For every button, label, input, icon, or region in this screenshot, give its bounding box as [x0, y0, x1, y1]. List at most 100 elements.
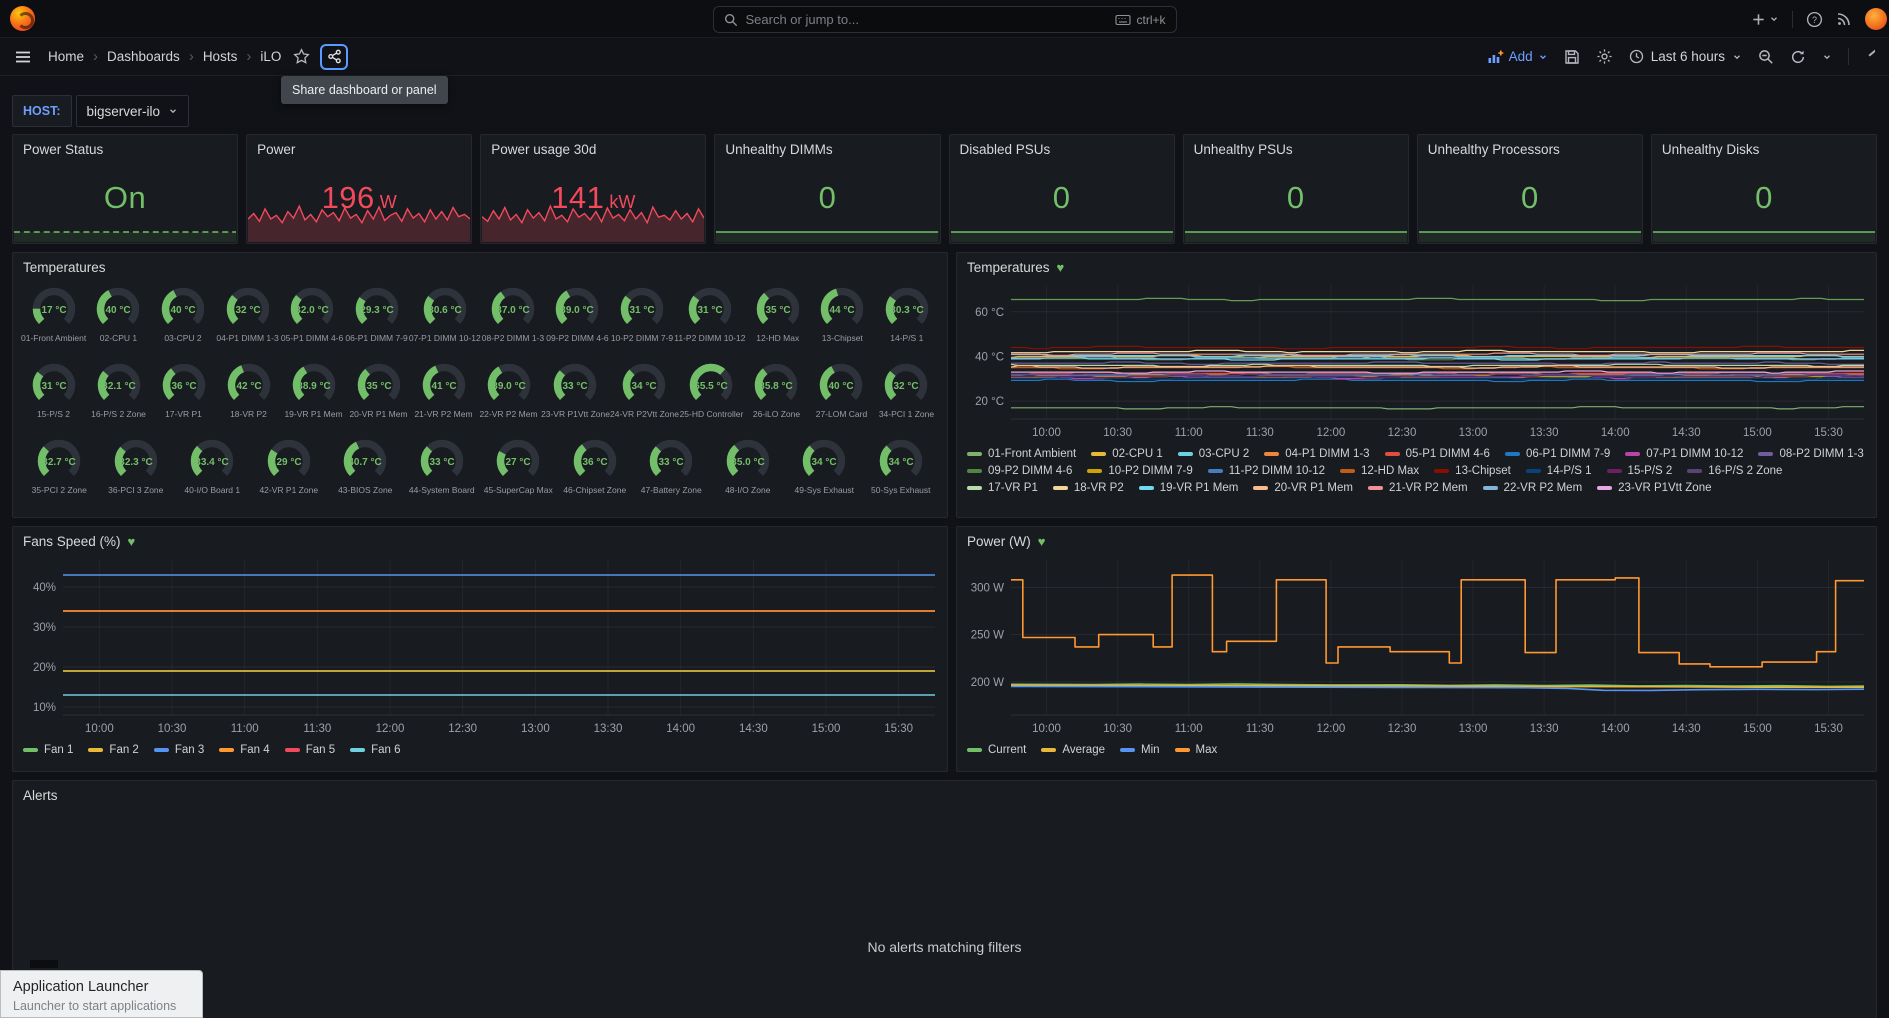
svg-text:40%: 40%: [33, 582, 56, 594]
legend-item[interactable]: Current: [967, 744, 1026, 756]
gauge-label: 08-P2 DIMM 1-3: [481, 333, 545, 343]
dashboard-settings-button[interactable]: [1596, 48, 1613, 65]
grafana-logo[interactable]: [10, 6, 35, 31]
svg-text:15:00: 15:00: [1743, 723, 1772, 735]
breadcrumb-separator: ›: [93, 48, 99, 65]
svg-text:30.3 °C: 30.3 °C: [890, 305, 923, 316]
gauge-label: 23-VR P1Vtt Zone: [541, 409, 610, 419]
panel-header[interactable]: Power: [257, 142, 296, 157]
panel-header[interactable]: Alerts: [23, 788, 58, 803]
fans-chart[interactable]: 10:00 10:30 11:00 11:30 12:00 12:30 13:00 13:30…: [21, 551, 939, 737]
legend-item[interactable]: 10-P2 DIMM 7-9: [1087, 465, 1193, 477]
legend-item[interactable]: 15-P/S 2: [1606, 465, 1672, 477]
legend-color-mark: [1264, 452, 1280, 456]
search-input[interactable]: Search or jump to... ctrl+k: [712, 6, 1177, 33]
legend-item[interactable]: 22-VR P2 Mem: [1482, 482, 1582, 494]
legend-item[interactable]: Max: [1174, 744, 1217, 756]
legend-item[interactable]: Fan 6: [350, 744, 401, 756]
legend-item[interactable]: 05-P1 DIMM 4-6: [1384, 448, 1490, 460]
svg-text:32.1 °C: 32.1 °C: [102, 381, 135, 392]
refresh-interval-button[interactable]: [1822, 52, 1832, 62]
legend-color-mark: [1758, 452, 1774, 456]
svg-text:10:00: 10:00: [1032, 723, 1061, 735]
legend-item[interactable]: 14-P/S 1: [1525, 465, 1592, 477]
temperature-gauge: 42 °C 18-VR P2: [216, 359, 281, 435]
legend-item[interactable]: Average: [1041, 744, 1105, 756]
legend-item[interactable]: 06-P1 DIMM 7-9: [1504, 448, 1610, 460]
refresh-button[interactable]: [1790, 49, 1806, 65]
mega-menu-button[interactable]: [14, 48, 32, 66]
panel-health-heart-icon: ♥: [127, 534, 136, 549]
favorite-button[interactable]: [293, 48, 311, 65]
svg-text:34 °C: 34 °C: [888, 457, 913, 468]
gauge-label: 19-VR P1 Mem: [284, 409, 343, 419]
gauge-arc: 37.0 °C: [491, 287, 535, 325]
legend-item[interactable]: 11-P2 DIMM 10-12: [1207, 465, 1325, 477]
legend-item[interactable]: 21-VR P2 Mem: [1367, 482, 1468, 494]
legend-item[interactable]: 09-P2 DIMM 4-6: [967, 465, 1072, 477]
panel-header[interactable]: Temperatures: [23, 260, 106, 275]
panel-header[interactable]: Fans Speed (%) ♥: [23, 534, 136, 549]
panel-header[interactable]: Power (W) ♥: [967, 534, 1046, 549]
legend-item[interactable]: 07-P1 DIMM 10-12: [1625, 448, 1743, 460]
legend-item[interactable]: 02-CPU 1: [1091, 448, 1163, 460]
power-chart[interactable]: 10:00 10:30 11:00 11:30 12:00 12:30 13:00 13:30…: [965, 551, 1868, 737]
breadcrumb-item-hosts[interactable]: Hosts: [202, 49, 238, 64]
gauge-label: 21-VR P2 Mem: [414, 409, 473, 419]
news-button[interactable]: [1836, 11, 1852, 27]
legend-item[interactable]: 03-CPU 2: [1177, 448, 1249, 460]
panel-header[interactable]: Unhealthy PSUs: [1193, 142, 1293, 157]
legend-item[interactable]: 18-VR P2: [1052, 482, 1124, 494]
temperature-gauge: 32 °C 04-P1 DIMM 1-3: [215, 283, 280, 359]
svg-text:32 °C: 32 °C: [235, 305, 260, 316]
help-button[interactable]: ?: [1806, 11, 1823, 28]
new-button[interactable]: [1751, 12, 1779, 27]
legend-item[interactable]: 17-VR P1: [967, 482, 1038, 494]
gauge-label: 44-System Board: [408, 485, 475, 495]
breadcrumb-item-dashboards[interactable]: Dashboards: [107, 49, 180, 64]
legend-item[interactable]: 16-P/S 2 Zone: [1687, 465, 1782, 477]
legend-label: 08-P2 DIMM 1-3: [1779, 448, 1864, 460]
zoom-out-time-button[interactable]: [1758, 49, 1774, 65]
panel-header[interactable]: Disabled PSUs: [959, 142, 1051, 157]
legend-item[interactable]: 08-P2 DIMM 1-3: [1758, 448, 1864, 460]
legend-item[interactable]: Fan 2: [88, 744, 139, 756]
panel-header[interactable]: Power Status: [23, 142, 104, 157]
svg-text:15:30: 15:30: [884, 723, 913, 735]
legend-color-mark: [350, 748, 366, 752]
legend-label: Fan 6: [371, 744, 401, 756]
panel-header[interactable]: Unhealthy Processors: [1427, 142, 1560, 157]
legend-item[interactable]: Fan 4: [219, 744, 270, 756]
legend-item[interactable]: Fan 5: [284, 744, 335, 756]
breadcrumb-item-home[interactable]: Home: [48, 49, 85, 64]
temperatures-timeseries-panel: Temperatures ♥ 10:00 10:30 11:00 11:30 12:00…: [956, 252, 1877, 518]
breadcrumb-item-ilo[interactable]: iLO: [260, 49, 282, 64]
add-panel-button[interactable]: Add: [1487, 49, 1548, 65]
series-line-11-P2 DIMM 10-12: [1011, 374, 1865, 378]
legend-item[interactable]: 13-Chipset: [1434, 465, 1511, 477]
legend-item[interactable]: 04-P1 DIMM 1-3: [1264, 448, 1370, 460]
legend-label: Average: [1062, 744, 1105, 756]
temperatures-chart[interactable]: 10:00 10:30 11:00 11:30 12:00 12:30 13:00 13:30…: [965, 277, 1868, 441]
user-avatar[interactable]: [1865, 8, 1887, 30]
share-button[interactable]: [320, 43, 349, 70]
host-variable-select[interactable]: bigserver-ilo: [75, 95, 190, 127]
time-range-picker[interactable]: Last 6 hours: [1629, 49, 1742, 64]
host-variable-value: bigserver-ilo: [86, 103, 161, 119]
legend-item[interactable]: 01-Front Ambient: [967, 448, 1076, 460]
panel-header[interactable]: Unhealthy DIMMs: [725, 142, 833, 157]
legend-item[interactable]: Min: [1120, 744, 1160, 756]
legend-item[interactable]: 12-HD Max: [1340, 465, 1419, 477]
panel-header[interactable]: Temperatures ♥: [967, 260, 1065, 275]
save-dashboard-button[interactable]: [1564, 49, 1580, 65]
breadcrumb-separator: ›: [246, 48, 252, 65]
legend-item[interactable]: 19-VR P1 Mem: [1138, 482, 1238, 494]
legend-item[interactable]: Fan 3: [153, 744, 204, 756]
gauge-label: 04-P1 DIMM 1-3: [216, 333, 279, 343]
panel-header[interactable]: Power usage 30d: [491, 142, 597, 157]
panel-header[interactable]: Unhealthy Disks: [1661, 142, 1760, 157]
svg-text:34 °C: 34 °C: [632, 381, 657, 392]
legend-item[interactable]: 23-VR P1Vtt Zone: [1597, 482, 1711, 494]
legend-item[interactable]: Fan 1: [23, 744, 73, 756]
legend-item[interactable]: 20-VR P1 Mem: [1253, 482, 1353, 494]
